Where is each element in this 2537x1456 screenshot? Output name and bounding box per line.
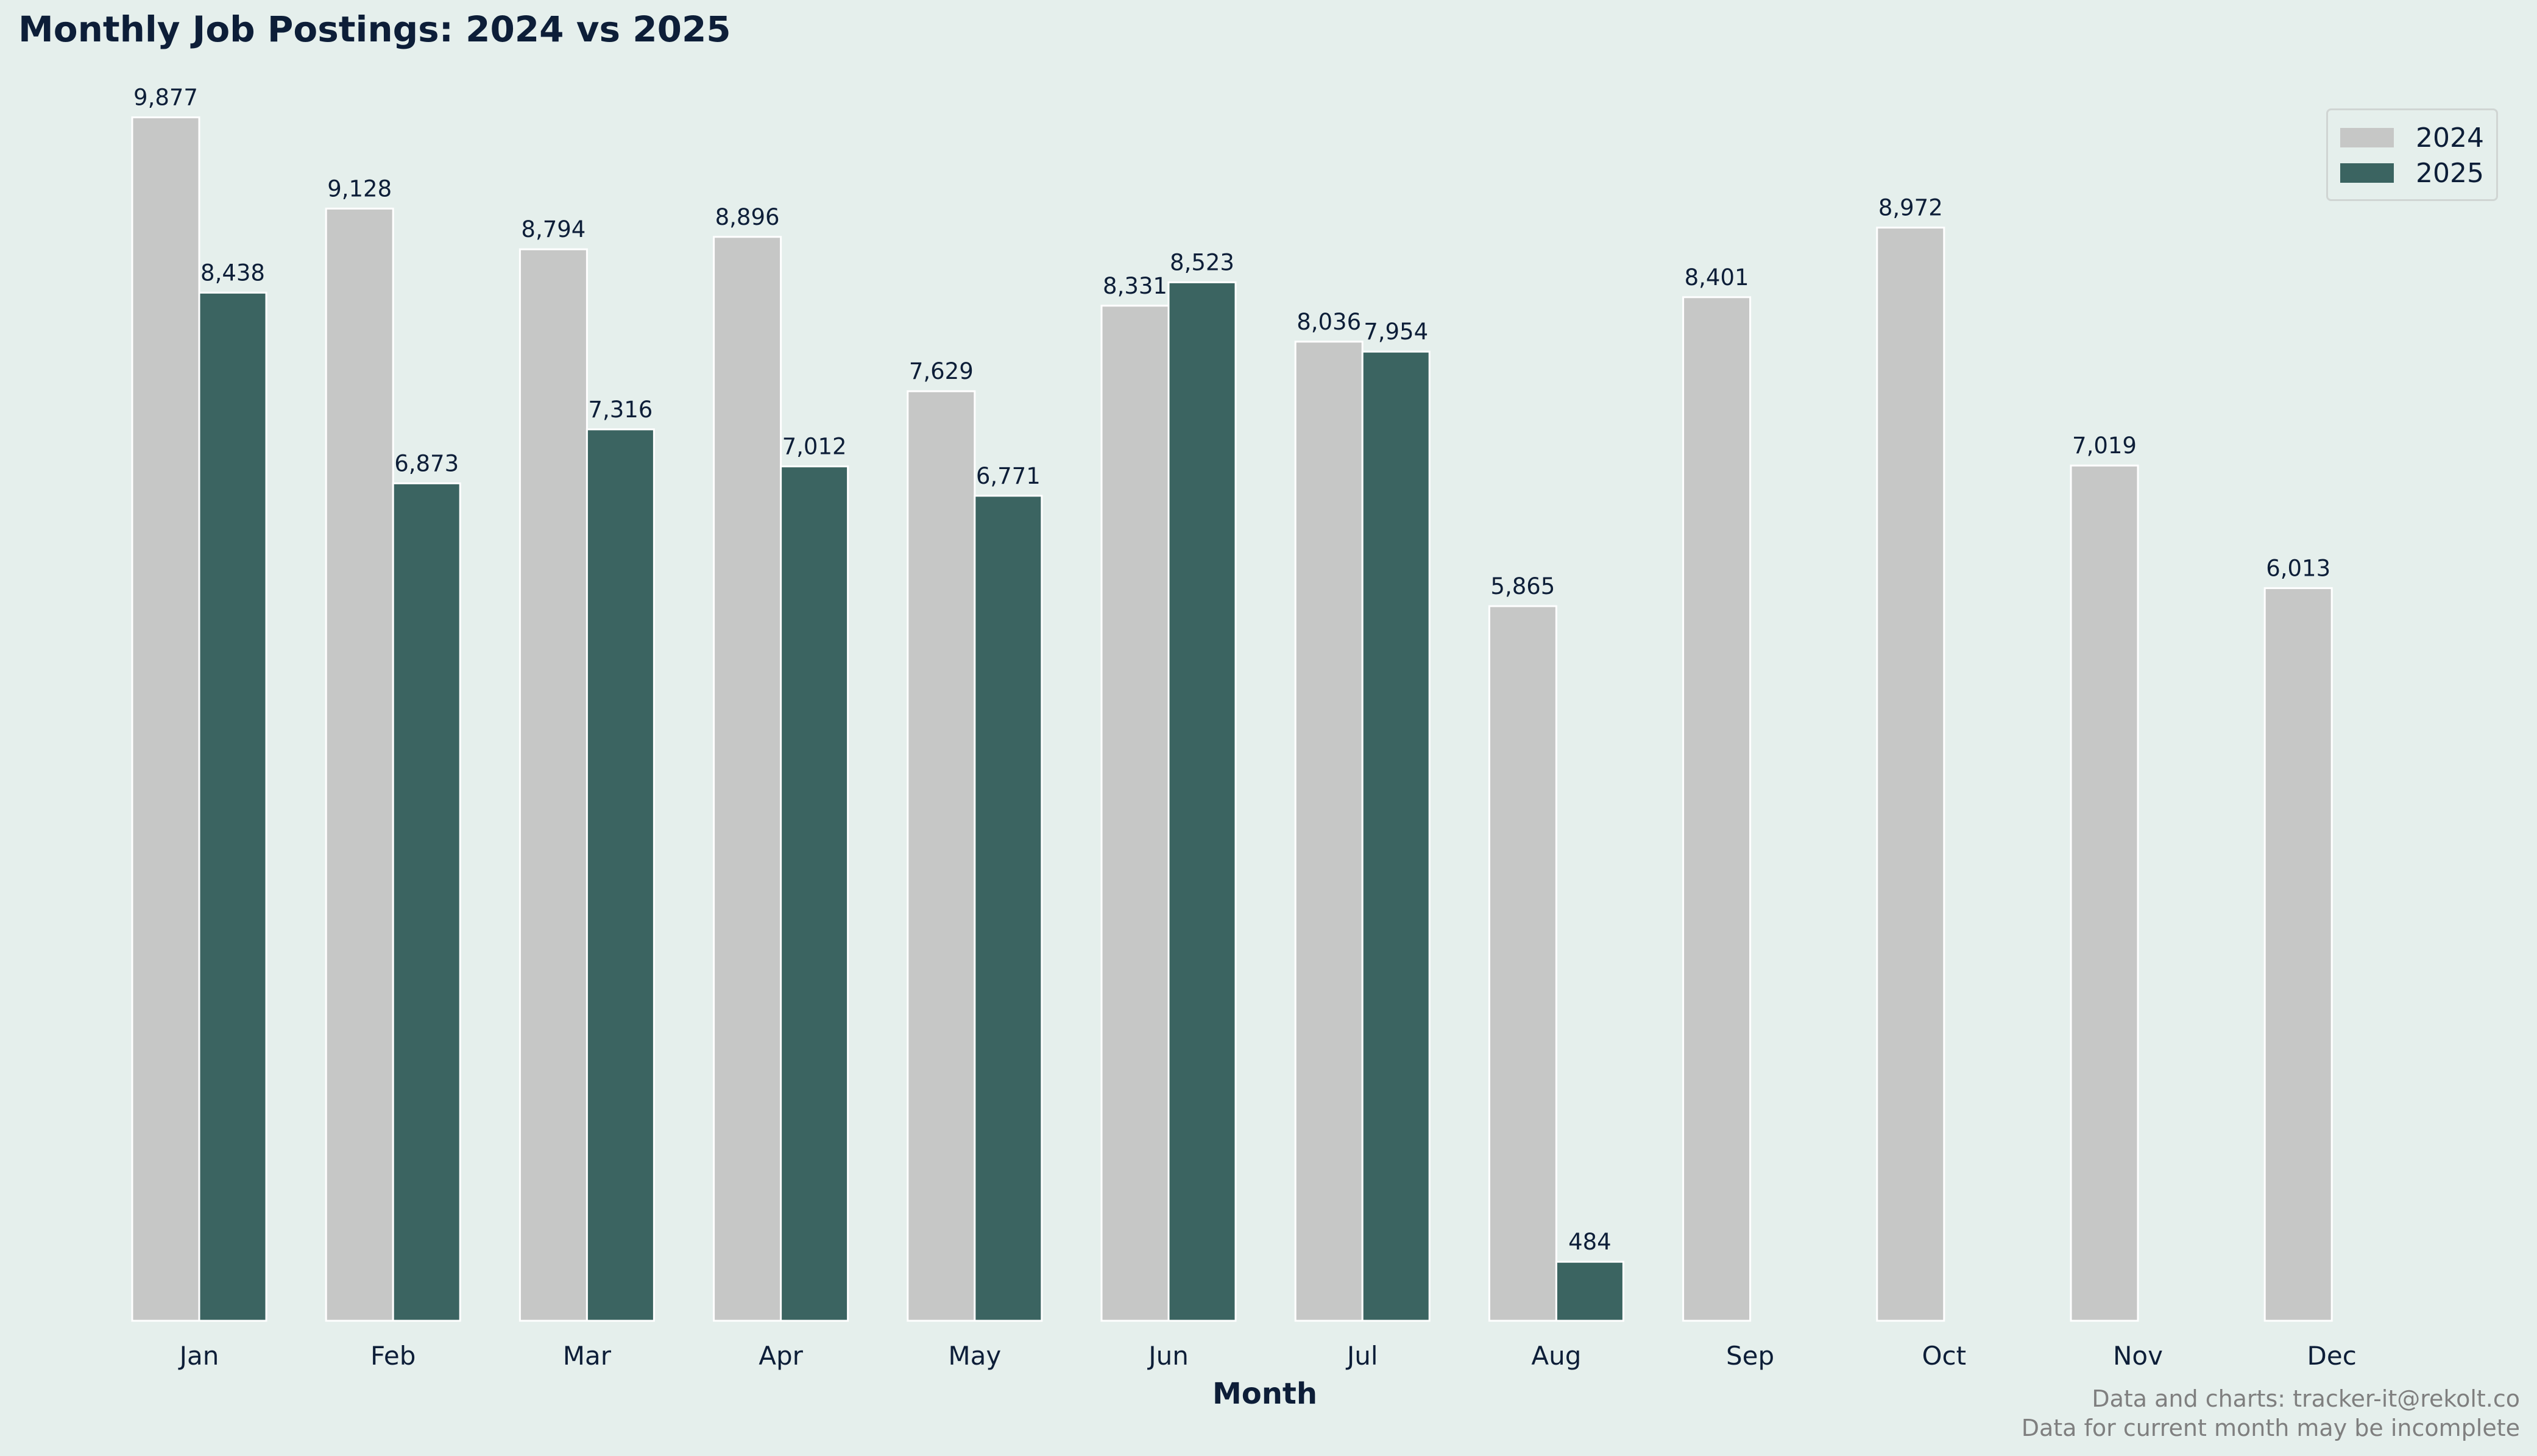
bar-2025-aug bbox=[1555, 1260, 1624, 1322]
legend-swatch-2025 bbox=[2340, 163, 2394, 183]
bar-2024-sep bbox=[1682, 296, 1752, 1322]
x-tick-label-may: May bbox=[948, 1341, 1001, 1371]
x-tick-label-jan: Jan bbox=[178, 1341, 219, 1371]
bar-2025-mar bbox=[586, 428, 655, 1322]
legend-label-2025: 2025 bbox=[2416, 157, 2484, 189]
bar-label-2025-may: 6,771 bbox=[976, 463, 1041, 489]
chart-title: Monthly Job Postings: 2024 vs 2025 bbox=[18, 9, 731, 50]
bar-label-2024-may: 7,629 bbox=[909, 358, 974, 384]
bar-2025-jun bbox=[1167, 281, 1237, 1322]
bar-label-2025-aug: 484 bbox=[1568, 1229, 1612, 1255]
bars-group bbox=[131, 116, 2333, 1322]
legend-item-2024: 2024 bbox=[2340, 122, 2484, 154]
x-tick-label-feb: Feb bbox=[370, 1341, 416, 1371]
bar-label-2024-sep: 8,401 bbox=[1685, 264, 1749, 291]
bar-2024-aug bbox=[1488, 605, 1557, 1322]
bar-label-2025-apr: 7,012 bbox=[782, 434, 847, 460]
bar-2025-jul bbox=[1361, 350, 1431, 1322]
bar-label-2024-aug: 5,865 bbox=[1490, 573, 1555, 599]
bar-2024-apr bbox=[713, 236, 782, 1322]
bar-2024-dec bbox=[2263, 587, 2333, 1322]
bar-label-2024-jun: 8,331 bbox=[1103, 273, 1167, 299]
bar-label-2025-mar: 7,316 bbox=[588, 397, 653, 423]
bar-2025-feb bbox=[392, 482, 461, 1322]
footnote-disclaimer: Data for current month may be incomplete bbox=[2021, 1415, 2520, 1441]
legend: 2024 2025 bbox=[2326, 108, 2498, 201]
bar-2024-may bbox=[907, 390, 976, 1322]
bar-label-2025-feb: 6,873 bbox=[394, 450, 459, 476]
bar-2024-jan bbox=[131, 116, 200, 1322]
bar-2025-may bbox=[974, 495, 1043, 1322]
legend-label-2024: 2024 bbox=[2416, 122, 2484, 154]
x-tick-label-dec: Dec bbox=[2307, 1341, 2357, 1371]
footnote-credit: Data and charts: tracker-it@rekolt.co bbox=[2092, 1385, 2520, 1412]
bar-2025-jan bbox=[198, 291, 267, 1322]
bar-label-2024-feb: 9,128 bbox=[327, 175, 392, 202]
bar-label-2024-nov: 7,019 bbox=[2072, 433, 2137, 459]
bar-2024-jul bbox=[1294, 341, 1364, 1322]
bar-labels-group: 9,877 8,438 9,128 6,873 8,794 7,316 8,896 7,012… bbox=[133, 85, 2330, 1256]
footnote: Data and charts: tracker-it@rekolt.co Da… bbox=[2022, 1384, 2520, 1443]
bar-2024-feb bbox=[325, 207, 394, 1322]
bar-2024-mar bbox=[518, 248, 588, 1322]
bar-2024-jun bbox=[1100, 305, 1170, 1322]
legend-item-2025: 2025 bbox=[2340, 157, 2484, 189]
x-tick-label-aug: Aug bbox=[1531, 1341, 1581, 1371]
legend-swatch-2024 bbox=[2340, 128, 2394, 147]
bar-label-2024-dec: 6,013 bbox=[2266, 555, 2330, 581]
bar-label-2024-apr: 8,896 bbox=[715, 204, 780, 230]
x-tick-label-sep: Sep bbox=[1726, 1341, 1774, 1371]
bar-2024-oct bbox=[1876, 227, 1945, 1322]
x-tick-label-apr: Apr bbox=[759, 1341, 803, 1371]
x-tick-label-mar: Mar bbox=[563, 1341, 612, 1371]
x-tick-labels-group: Jan Feb Mar Apr May Jun Jul Aug Sep Oct Nov Dec bbox=[178, 1341, 2357, 1371]
bar-label-2024-jul: 8,036 bbox=[1297, 309, 1361, 335]
x-tick-label-nov: Nov bbox=[2113, 1341, 2163, 1371]
bar-2024-nov bbox=[2070, 464, 2139, 1322]
bar-label-2024-mar: 8,794 bbox=[521, 216, 586, 242]
x-tick-label-jun: Jun bbox=[1147, 1341, 1189, 1371]
x-tick-label-oct: Oct bbox=[1922, 1341, 1966, 1371]
bar-label-2025-jul: 7,954 bbox=[1364, 319, 1428, 345]
bar-label-2024-oct: 8,972 bbox=[1878, 195, 1943, 221]
bar-label-2024-jan: 9,877 bbox=[133, 85, 198, 111]
x-tick-label-jul: Jul bbox=[1345, 1341, 1378, 1371]
bar-2025-apr bbox=[780, 465, 849, 1322]
bar-label-2025-jun: 8,523 bbox=[1170, 249, 1234, 275]
bar-label-2025-jan: 8,438 bbox=[200, 260, 265, 286]
x-axis-title: Month bbox=[1212, 1377, 1318, 1411]
